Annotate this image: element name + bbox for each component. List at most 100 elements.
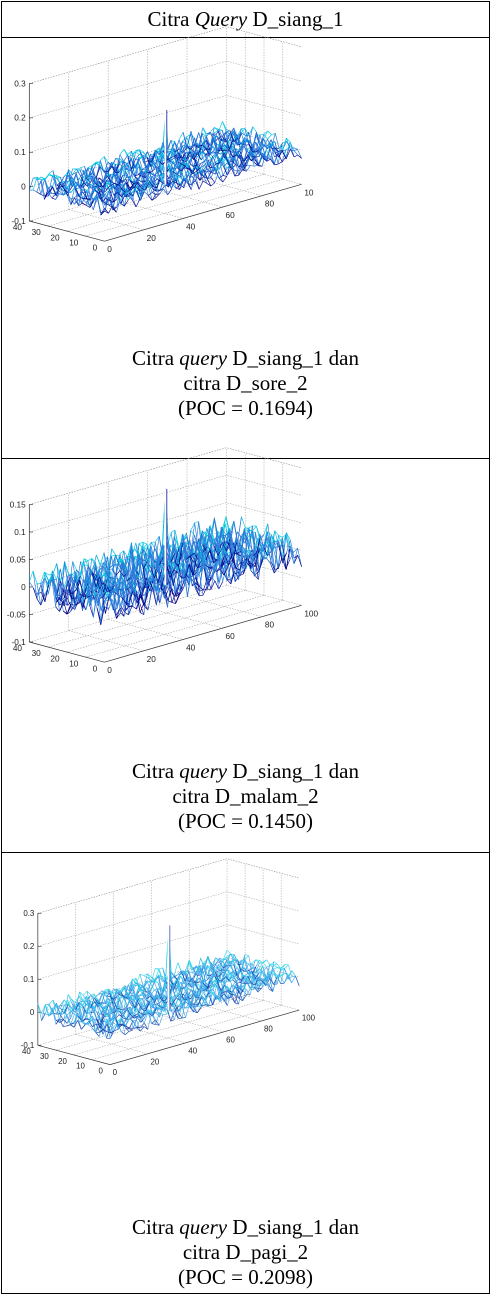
mesh-line xyxy=(167,572,173,589)
mesh-line xyxy=(155,536,160,562)
mesh-line xyxy=(40,578,46,606)
mesh-line xyxy=(270,530,276,550)
mesh-line xyxy=(196,547,201,573)
mesh-line xyxy=(120,189,125,207)
mesh-line xyxy=(231,151,236,170)
mesh-line xyxy=(182,532,187,540)
mesh-line xyxy=(77,1020,82,1023)
mesh-line xyxy=(226,129,231,132)
mesh-line xyxy=(100,565,104,568)
y-tick-label: 0 xyxy=(99,1066,104,1075)
mesh-line xyxy=(130,166,135,178)
mesh-line xyxy=(48,192,53,195)
mesh-line xyxy=(232,979,237,984)
mesh-line xyxy=(148,179,153,185)
mesh-line xyxy=(95,590,100,593)
mesh-line xyxy=(68,589,73,595)
mesh-line xyxy=(147,160,152,163)
mesh-line xyxy=(228,972,233,977)
mesh-line xyxy=(142,548,147,566)
mesh-line xyxy=(201,148,206,155)
mesh-line xyxy=(203,164,209,177)
mesh-line xyxy=(243,528,249,563)
mesh-line xyxy=(85,204,91,208)
mesh-line xyxy=(282,140,287,143)
mesh-line xyxy=(132,177,138,188)
mesh-line xyxy=(210,517,215,543)
mesh-line xyxy=(76,169,81,173)
mesh-line xyxy=(201,154,206,161)
mesh-line xyxy=(225,973,230,977)
mesh-line xyxy=(243,148,248,162)
mesh-line xyxy=(92,163,97,173)
mesh-line xyxy=(96,554,101,566)
mesh-line xyxy=(111,575,116,579)
mesh-line xyxy=(161,173,165,175)
x-floor-gridline xyxy=(75,1034,148,1054)
top-edge xyxy=(29,26,302,84)
mesh-line xyxy=(278,541,284,561)
mesh-line xyxy=(89,199,94,208)
mesh-line xyxy=(252,525,257,532)
mesh-line xyxy=(187,182,192,186)
mesh-line xyxy=(214,580,220,590)
mesh-line xyxy=(95,569,101,581)
mesh-line xyxy=(209,132,215,146)
mesh-line xyxy=(158,545,163,559)
mesh-line xyxy=(143,547,148,551)
mesh-line xyxy=(110,183,115,186)
mesh-line xyxy=(70,197,75,199)
z-gridline xyxy=(37,957,300,1013)
mesh-line xyxy=(48,185,53,197)
mesh-line xyxy=(75,188,80,197)
x-tick-label: 0 xyxy=(107,666,112,675)
mesh-line xyxy=(190,131,196,145)
mesh-line xyxy=(83,570,88,597)
mesh-line xyxy=(198,538,203,545)
mesh-line xyxy=(237,531,242,538)
z-tick-label: 0.2 xyxy=(14,114,26,123)
mesh-line xyxy=(211,159,217,175)
mesh-line xyxy=(145,577,150,591)
mesh-line xyxy=(240,530,246,538)
mesh-line xyxy=(204,564,210,569)
mesh-line xyxy=(179,169,185,188)
mesh-line xyxy=(244,955,249,960)
mesh-line xyxy=(262,550,267,555)
mesh-line xyxy=(277,161,283,165)
mesh-line xyxy=(36,181,41,193)
mesh-line xyxy=(278,545,283,563)
mesh-line xyxy=(218,177,223,183)
mesh-line xyxy=(184,573,190,578)
mesh-line xyxy=(122,164,127,168)
mesh-line xyxy=(152,587,157,605)
mesh-line xyxy=(111,1008,116,1020)
mesh-line xyxy=(215,559,220,584)
mesh-line xyxy=(68,573,73,579)
mesh-line xyxy=(143,151,148,158)
mesh-line xyxy=(205,550,210,561)
mesh-line xyxy=(114,183,119,190)
mesh-line xyxy=(106,590,111,592)
mesh-line xyxy=(194,132,199,148)
mesh-line xyxy=(147,973,152,977)
mesh-line xyxy=(125,182,130,191)
mesh-line xyxy=(103,1012,108,1021)
mesh-line xyxy=(84,565,89,584)
mesh-line xyxy=(177,564,182,579)
mesh-line xyxy=(158,544,164,562)
mesh-line xyxy=(234,552,240,582)
mesh-line xyxy=(111,158,117,166)
mesh-line xyxy=(158,536,164,563)
mesh-line xyxy=(131,151,136,156)
mesh-line xyxy=(83,558,89,567)
mesh-line xyxy=(214,129,219,143)
mesh-line xyxy=(212,155,217,169)
mesh-line xyxy=(91,573,97,587)
mesh-line xyxy=(159,176,165,182)
mesh-line xyxy=(213,531,218,546)
mesh-line xyxy=(130,556,135,586)
mesh-line xyxy=(251,148,256,154)
mesh-line xyxy=(75,571,80,580)
mesh-line xyxy=(56,176,61,179)
